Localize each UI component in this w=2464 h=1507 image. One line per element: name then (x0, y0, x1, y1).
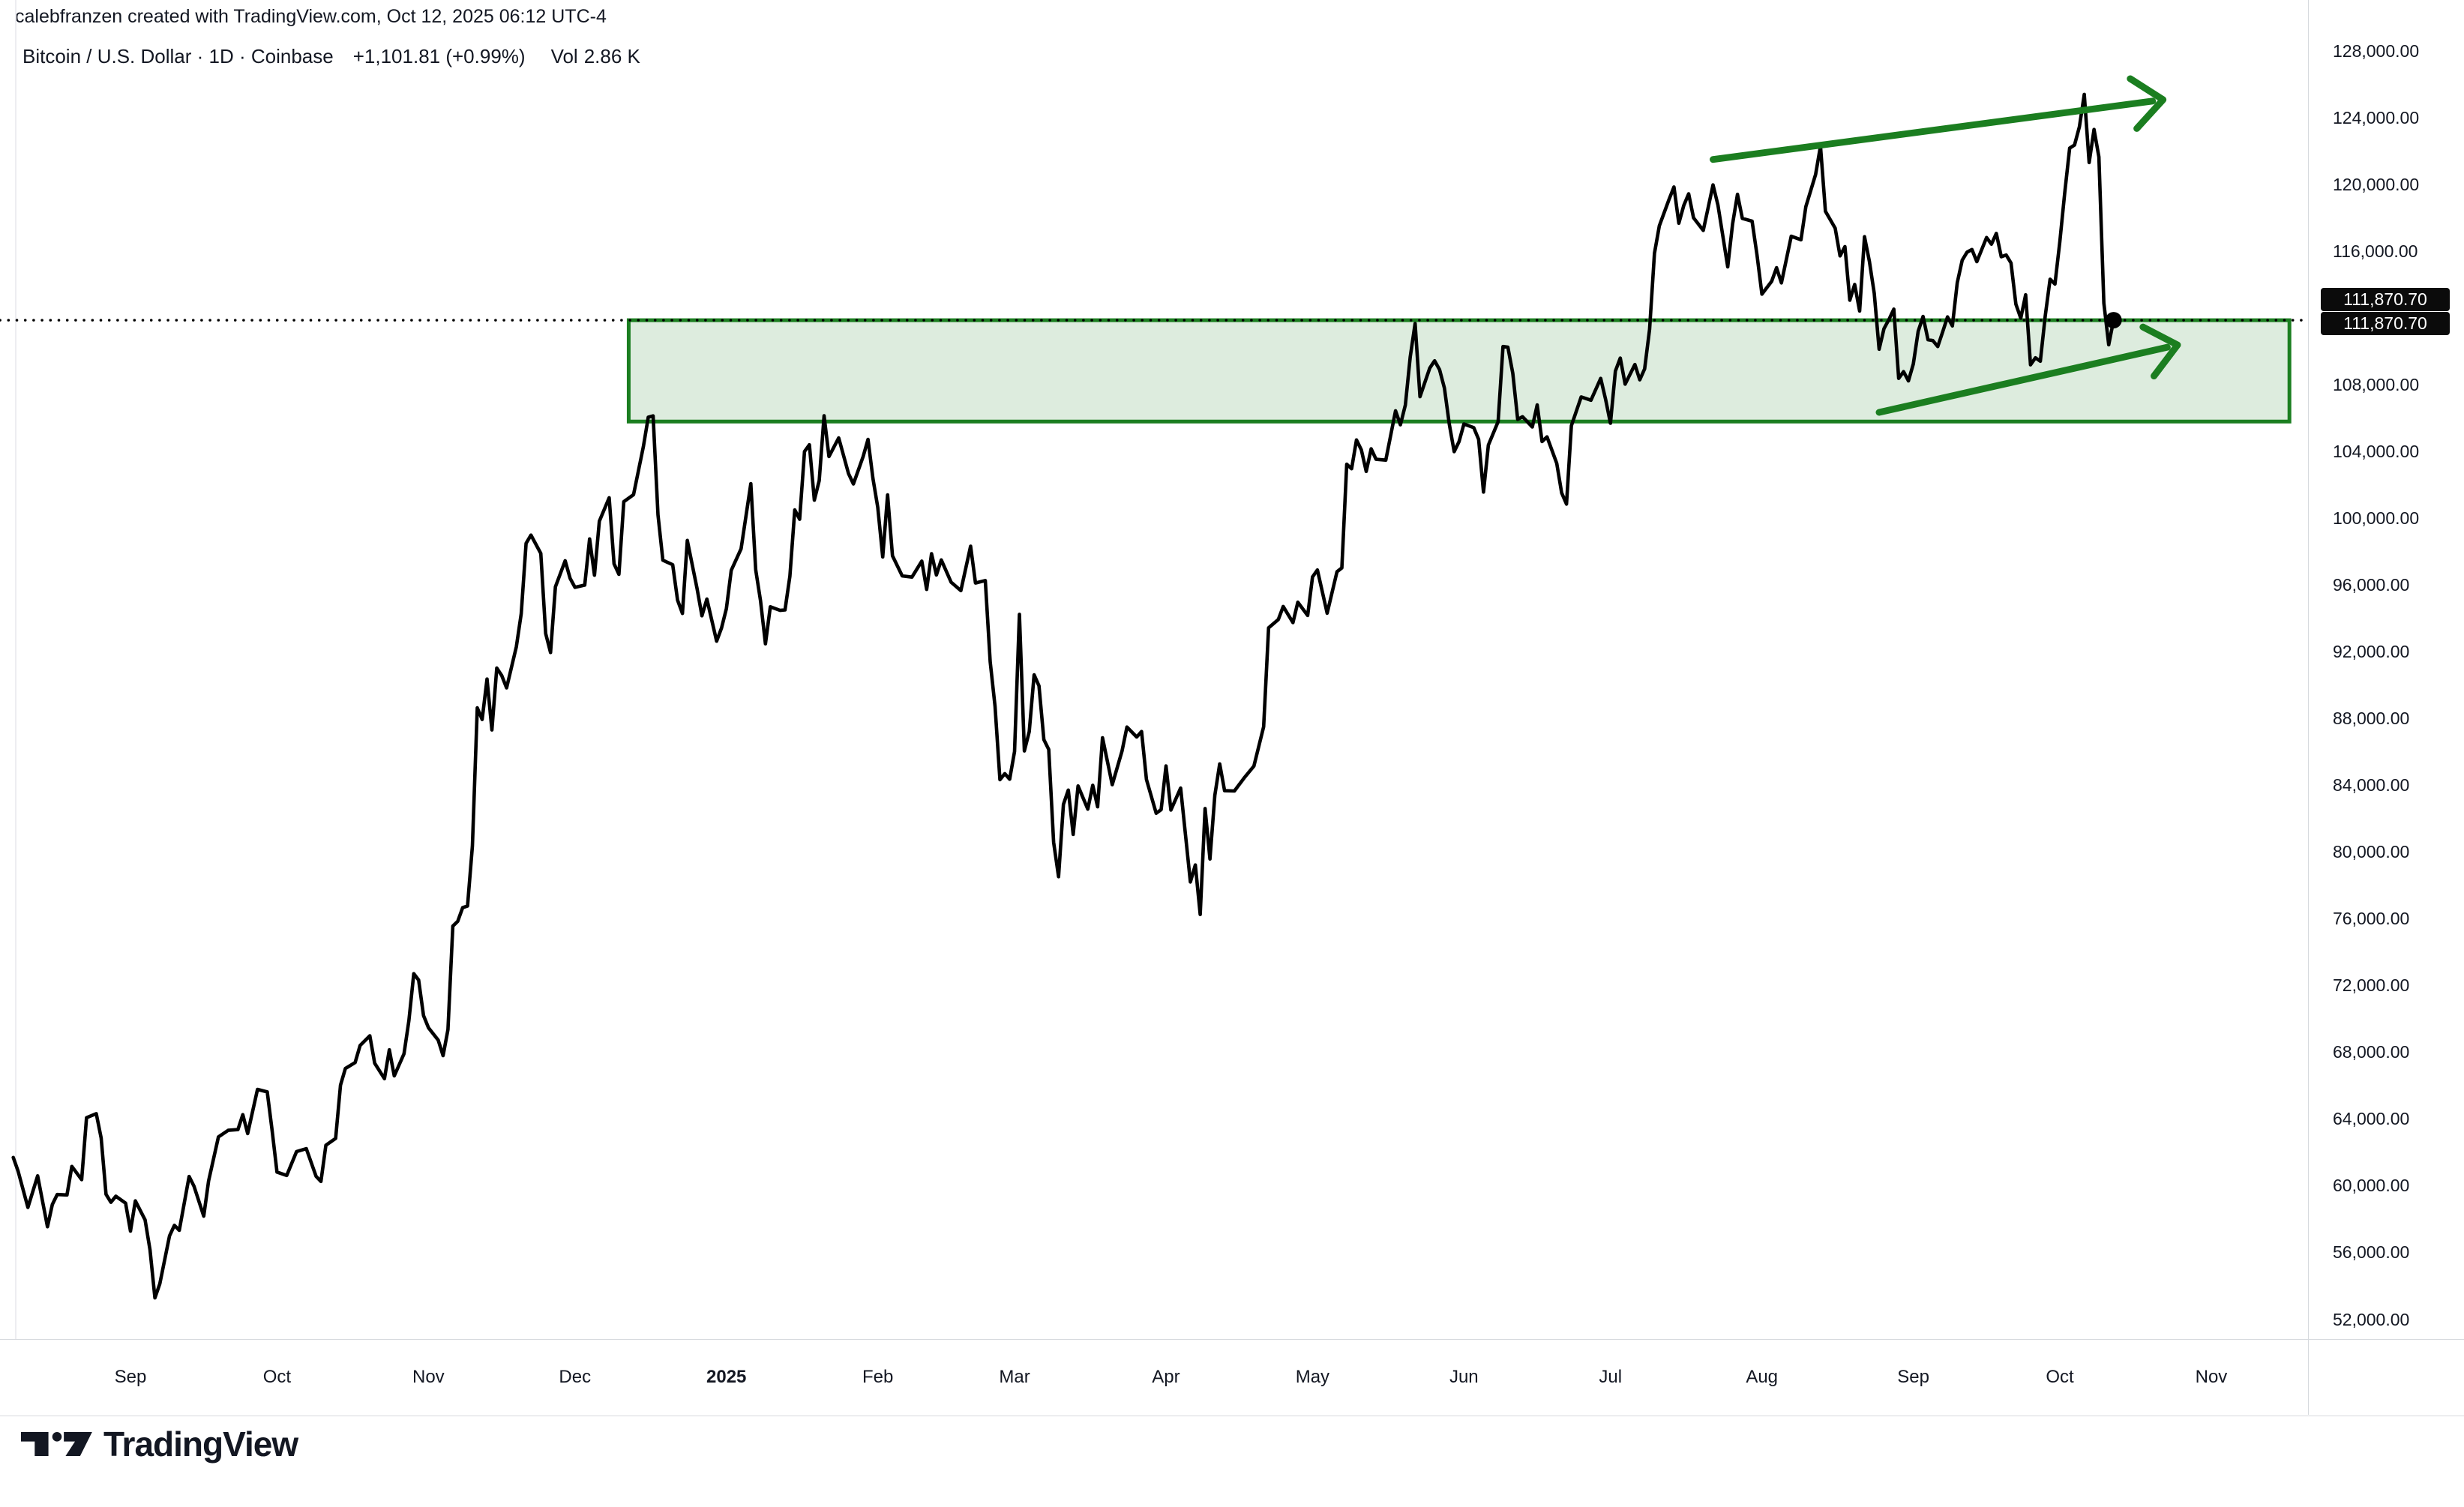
time-tick-label: Feb (862, 1367, 894, 1387)
price-tick-label: 68,000.00 (2333, 1042, 2410, 1062)
tradingview-branding[interactable]: TradingView (21, 1423, 298, 1465)
time-tick-label: Dec (559, 1367, 592, 1387)
price-line-series[interactable] (11, 92, 2115, 1300)
attribution-text: calebfranzen created with TradingView.co… (15, 6, 607, 27)
price-tick-label: 84,000.00 (2333, 775, 2410, 795)
price-change: +1,101.81 (+0.99%) (352, 45, 526, 67)
time-tick-label: Mar (999, 1367, 1030, 1387)
support-zone-rectangle[interactable] (626, 318, 2292, 424)
upper-trend-arrow[interactable] (1710, 75, 2167, 163)
volume-label: Vol (550, 45, 578, 67)
time-tick-label: Nov (412, 1367, 445, 1387)
price-tick-label: 96,000.00 (2333, 574, 2410, 595)
volume-value: 2.86 K (583, 45, 640, 67)
price-tick-label: 72,000.00 (2333, 975, 2410, 996)
price-tick-label: 100,000.00 (2333, 508, 2420, 528)
price-tick-label: 60,000.00 (2333, 1176, 2410, 1196)
lower-trend-arrow[interactable] (1875, 323, 2181, 416)
chart-legend[interactable]: Bitcoin / U.S. Dollar · 1D · Coinbase +1,… (22, 45, 640, 68)
time-tick-label: Oct (2046, 1367, 2074, 1387)
price-label-badge: 111,870.70 (2321, 288, 2450, 311)
time-tick-label: Nov (2195, 1367, 2228, 1387)
price-tick-label: 88,000.00 (2333, 709, 2410, 729)
price-tick-label: 52,000.00 (2333, 1309, 2410, 1329)
last-price-badge: 111,870.70 (2321, 312, 2450, 335)
time-tick-label: Jun (1449, 1367, 1479, 1387)
time-tick-label: Aug (1746, 1367, 1779, 1387)
tradingview-logo-text: TradingView (103, 1425, 298, 1464)
price-scale[interactable]: 111,870.70 111,870.70 128,000.00 124,000.… (2308, 0, 2464, 1415)
price-tick-label: 116,000.00 (2333, 241, 2418, 261)
price-tick-label: 120,000.00 (2333, 174, 2420, 194)
price-tick-label: 104,000.00 (2333, 441, 2420, 461)
last-price-dot[interactable] (2105, 312, 2122, 329)
symbol-title: Bitcoin / U.S. Dollar · 1D · Coinbase (22, 45, 334, 67)
time-tick-label: Jul (1599, 1367, 1623, 1387)
time-scale[interactable]: Sep Oct Nov Dec 2025 Feb Mar Apr May Jun Jul Aug Sep… (0, 1339, 2464, 1416)
price-tick-label: 64,000.00 (2333, 1109, 2410, 1129)
time-tick-label: Apr (1152, 1367, 1180, 1387)
time-tick-label: May (1295, 1367, 1330, 1387)
time-tick-label: Oct (262, 1367, 292, 1387)
price-tick-label: 80,000.00 (2333, 842, 2410, 862)
price-tick-label: 92,000.00 (2333, 641, 2410, 661)
price-tick-label: 124,000.00 (2333, 107, 2420, 127)
price-tick-label: 128,000.00 (2333, 40, 2420, 61)
price-tick-label: 108,000.00 (2333, 374, 2420, 394)
time-tick-label: 2025 (706, 1367, 747, 1387)
tradingview-logo-icon (21, 1432, 92, 1456)
time-tick-label: Sep (1897, 1367, 1929, 1387)
price-tick-label: 56,000.00 (2333, 1242, 2410, 1263)
time-tick-label: Sep (114, 1367, 147, 1387)
price-tick-label: 76,000.00 (2333, 909, 2410, 929)
